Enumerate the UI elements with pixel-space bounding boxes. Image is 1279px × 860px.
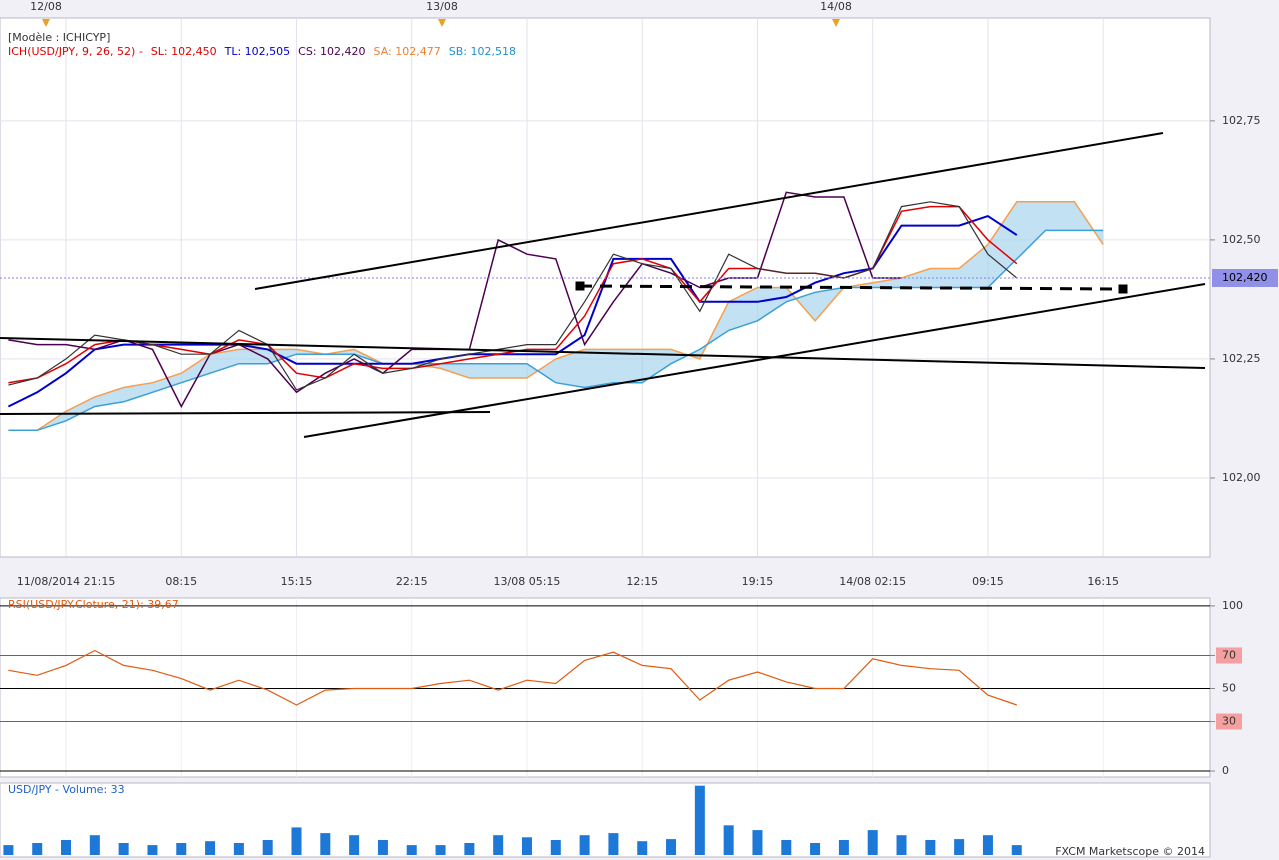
- bar: [349, 835, 360, 855]
- legend-entry: SL: 102,450: [151, 45, 217, 58]
- bar: [262, 840, 273, 855]
- x-tick-label: 15:15: [281, 575, 313, 588]
- bar: [3, 845, 14, 855]
- x-tick-label: 12:15: [626, 575, 658, 588]
- date-marker: 13/08: [426, 0, 458, 13]
- y-tick-label: 102,25: [1222, 352, 1261, 365]
- bar: [694, 785, 705, 855]
- tick-label-bg: [1216, 713, 1242, 730]
- date-marker: 12/08: [30, 0, 62, 13]
- y-tick-label: 50: [1222, 681, 1236, 694]
- bar: [233, 843, 244, 855]
- bar: [320, 833, 331, 855]
- bar: [608, 833, 619, 855]
- legend: ICH(USD/JPY, 9, 26, 52) - SL: 102,450 TL: …: [8, 45, 516, 58]
- x-tick-label: 14/08 02:15: [839, 575, 906, 588]
- line: [8, 649, 1017, 706]
- bar: [205, 841, 216, 855]
- volume-title: USD/JPY - Volume: 33: [8, 783, 125, 796]
- bar: [867, 830, 878, 855]
- x-tick-label: 09:15: [972, 575, 1004, 588]
- y-tick-label: 102,00: [1222, 471, 1261, 484]
- footer: FXCM Marketscope © 2014: [1055, 845, 1205, 858]
- bar: [781, 840, 792, 855]
- bar: [810, 843, 821, 855]
- legend-entry: SA: 102,477: [374, 45, 441, 58]
- date-marker-arrow: [832, 19, 840, 27]
- bar: [176, 843, 187, 855]
- x-tick-label: 11/08/2014 21:15: [17, 575, 116, 588]
- handle: [575, 281, 585, 291]
- x-tick-label: 13/08 05:15: [494, 575, 561, 588]
- trend-line: [254, 132, 1164, 290]
- chart-title: [Modèle : ICHICYP]: [8, 31, 110, 44]
- bar: [579, 835, 590, 855]
- y-tick-label: 102,50: [1222, 233, 1261, 246]
- bar: [118, 843, 129, 855]
- date-marker-arrow: [438, 19, 446, 27]
- bar: [838, 840, 849, 855]
- grid: [0, 18, 1215, 777]
- x-tick-label: 22:15: [396, 575, 428, 588]
- legend-entry: CS: 102,420: [298, 45, 365, 58]
- bar: [493, 835, 504, 855]
- trend-line: [0, 337, 1206, 369]
- bar: [406, 845, 417, 855]
- line: [8, 201, 1018, 391]
- bar: [637, 841, 648, 855]
- y-tick-label: 102,75: [1222, 114, 1261, 127]
- line: [7, 214, 1018, 408]
- y-tick-label: 100: [1222, 599, 1243, 612]
- bar: [1011, 845, 1022, 855]
- date-marker-arrow: [42, 19, 50, 27]
- bar: [147, 845, 158, 855]
- bar: [89, 835, 100, 855]
- bar: [954, 839, 965, 855]
- bar: [377, 840, 388, 855]
- x-tick-label: 08:15: [165, 575, 197, 588]
- bar: [464, 843, 475, 855]
- bar: [752, 830, 763, 855]
- rsi-title: RSI(USD/JPY.Cloture, 21): 39,67: [8, 598, 179, 611]
- bar: [982, 835, 993, 855]
- bar: [291, 827, 302, 855]
- indicator-label: ICH(USD/JPY, 9, 26, 52) -: [8, 45, 143, 58]
- rsi-panel: [0, 597, 1211, 778]
- legend-entry: SB: 102,518: [449, 45, 516, 58]
- trend-line: [0, 411, 491, 415]
- x-tick-label: 19:15: [742, 575, 774, 588]
- bar: [723, 825, 734, 855]
- y-tick-label: 30: [1222, 715, 1236, 728]
- last-price-box: [1212, 268, 1278, 287]
- last-price-label: 102,420: [1222, 271, 1268, 284]
- date-marker: 14/08: [820, 0, 852, 13]
- bar: [550, 840, 561, 855]
- line: [8, 201, 1104, 432]
- dashed-level: [579, 284, 1124, 291]
- bar: [435, 845, 446, 855]
- y-tick-label: 70: [1222, 648, 1236, 661]
- legend-entry: TL: 102,505: [224, 45, 291, 58]
- tick-label-bg: [1216, 647, 1242, 664]
- bar: [61, 840, 72, 855]
- handle: [1118, 284, 1128, 294]
- marks: [0, 191, 1210, 855]
- bar: [925, 840, 936, 855]
- trend-lines: [0, 132, 1206, 438]
- x-tick-label: 16:15: [1087, 575, 1119, 588]
- bar: [32, 843, 43, 855]
- bar: [666, 839, 677, 855]
- y-tick-label: 0: [1222, 764, 1229, 777]
- bar: [521, 837, 532, 855]
- volume-panel: [0, 782, 1211, 858]
- bar: [896, 835, 907, 855]
